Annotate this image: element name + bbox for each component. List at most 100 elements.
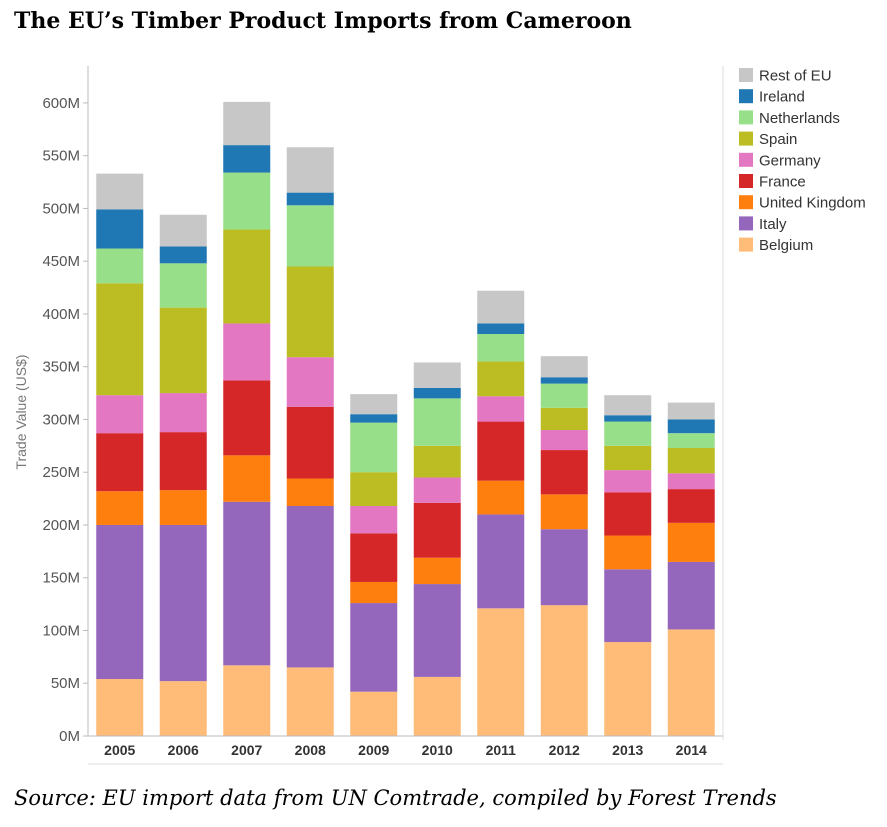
bar-stack-2007 <box>223 101 271 736</box>
bar-2008-italy <box>286 505 334 668</box>
legend-label-ireland: Ireland <box>759 89 805 106</box>
bar-2005-netherlands <box>96 248 144 284</box>
bar-2009-spain <box>350 472 398 506</box>
bar-2009-ireland <box>350 414 398 423</box>
bar-2013-germany <box>604 470 652 493</box>
x-tick-label: 2013 <box>612 742 643 758</box>
bars-area <box>96 101 715 736</box>
bar-2005-germany <box>96 395 144 434</box>
bar-2007-spain <box>223 229 271 324</box>
bar-2013-netherlands <box>604 421 652 446</box>
y-tick-label: 300M <box>42 411 80 428</box>
x-tick-label: 2006 <box>168 742 199 758</box>
bar-2008-spain <box>286 266 334 358</box>
legend-swatch-netherlands <box>739 110 753 125</box>
bar-2010-rest-of-eu <box>413 362 461 388</box>
x-tick-label: 2011 <box>486 742 517 758</box>
bar-2007-france <box>223 380 271 456</box>
legend-swatch-spain <box>739 131 753 146</box>
bar-2010-netherlands <box>413 398 461 446</box>
bar-2010-belgium <box>413 676 461 736</box>
bar-2014-italy <box>667 561 715 630</box>
bar-2008-germany <box>286 357 334 407</box>
bar-stack-2012 <box>540 356 588 736</box>
chart-title: The EU’s Timber Product Imports from Cam… <box>14 8 632 34</box>
bar-2012-rest-of-eu <box>540 356 588 378</box>
y-tick-label: 500M <box>42 200 80 217</box>
bar-2007-netherlands <box>223 172 271 230</box>
bar-2013-italy <box>604 569 652 643</box>
bar-2007-rest-of-eu <box>223 101 271 146</box>
bar-2012-italy <box>540 529 588 606</box>
bar-2006-rest-of-eu <box>159 214 207 247</box>
bar-stack-2009 <box>350 394 398 736</box>
x-tick-label: 2005 <box>104 742 135 758</box>
legend-label-netherlands: Netherlands <box>759 110 840 127</box>
bar-2012-netherlands <box>540 383 588 408</box>
bar-2011-belgium <box>477 608 525 736</box>
y-tick-label: 600M <box>42 95 80 112</box>
bar-2012-spain <box>540 407 588 431</box>
bar-2013-rest-of-eu <box>604 395 652 416</box>
bar-2005-belgium <box>96 679 144 736</box>
bar-2009-italy <box>350 603 398 692</box>
bar-2012-germany <box>540 430 588 451</box>
bar-stack-2014 <box>667 402 715 736</box>
bar-2006-italy <box>159 524 207 682</box>
legend-swatch-united-kingdom <box>739 195 753 210</box>
legend-label-germany: Germany <box>759 152 821 169</box>
legend-swatch-belgium <box>739 237 753 252</box>
bar-2005-france <box>96 433 144 492</box>
source-note: Source: EU import data from UN Comtrade,… <box>14 786 777 810</box>
bar-2009-belgium <box>350 691 398 736</box>
y-tick-label: 100M <box>42 622 80 639</box>
bar-2007-united-kingdom <box>223 455 271 502</box>
bar-2009-netherlands <box>350 422 398 473</box>
legend-swatch-germany <box>739 152 753 167</box>
bar-2006-ireland <box>159 246 207 264</box>
bar-2012-united-kingdom <box>540 494 588 530</box>
bar-2005-spain <box>96 283 144 396</box>
bar-2010-ireland <box>413 387 461 399</box>
bar-2010-germany <box>413 477 461 503</box>
bar-2014-germany <box>667 473 715 490</box>
bar-2014-ireland <box>667 419 715 434</box>
bar-stack-2010 <box>413 362 461 736</box>
y-axis: 0M 50M 100M 150M 200M 250M 300M 350M 400M 450M 500… <box>42 66 724 745</box>
bar-2005-united-kingdom <box>96 491 144 525</box>
legend-swatch-ireland <box>739 89 753 104</box>
bar-stack-2005 <box>96 173 144 736</box>
x-tick-label: 2012 <box>549 742 580 758</box>
bar-2012-belgium <box>540 605 588 736</box>
bar-stack-2011 <box>477 290 525 736</box>
bar-2008-netherlands <box>286 205 334 267</box>
legend-label-italy: Italy <box>759 216 787 233</box>
bar-2010-france <box>413 502 461 558</box>
bar-2014-united-kingdom <box>667 522 715 562</box>
bar-2007-italy <box>223 501 271 666</box>
bar-2011-rest-of-eu <box>477 290 525 324</box>
bar-2008-france <box>286 406 334 479</box>
bar-2006-france <box>159 432 207 491</box>
bar-2013-ireland <box>604 415 652 422</box>
legend-label-belgium: Belgium <box>759 237 813 254</box>
legend-label-spain: Spain <box>759 131 797 148</box>
bar-2014-belgium <box>667 629 715 736</box>
x-tick-label: 2007 <box>231 742 262 758</box>
bar-2011-france <box>477 421 525 481</box>
legend-swatch-italy <box>739 216 753 231</box>
legend-label-france: France <box>759 174 806 191</box>
bar-2005-ireland <box>96 209 144 249</box>
bar-2009-germany <box>350 505 398 534</box>
legend-swatch-france <box>739 174 753 188</box>
bar-2014-spain <box>667 447 715 474</box>
bar-2014-france <box>667 489 715 523</box>
bar-2011-italy <box>477 514 525 609</box>
bar-2011-ireland <box>477 323 525 334</box>
x-tick-label: 2008 <box>295 742 326 758</box>
y-tick-label: 400M <box>42 306 80 323</box>
bar-2009-rest-of-eu <box>350 394 398 415</box>
legend-swatch-rest-of-eu <box>739 68 753 82</box>
bar-2006-germany <box>159 393 207 433</box>
bar-2011-spain <box>477 361 525 397</box>
